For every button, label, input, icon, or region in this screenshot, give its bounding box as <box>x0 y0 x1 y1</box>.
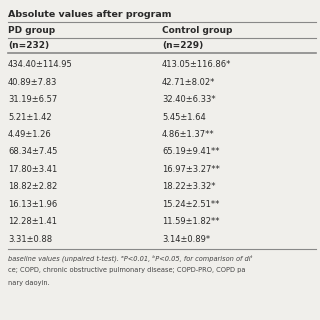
Text: 18.82±2.82: 18.82±2.82 <box>8 182 57 191</box>
Text: 15.24±2.51**: 15.24±2.51** <box>162 200 220 209</box>
Text: 4.49±1.26: 4.49±1.26 <box>8 130 52 139</box>
Text: 4.86±1.37**: 4.86±1.37** <box>162 130 215 139</box>
Text: 65.19±9.41**: 65.19±9.41** <box>162 148 220 156</box>
Text: 5.45±1.64: 5.45±1.64 <box>162 113 206 122</box>
Text: Control group: Control group <box>162 26 232 35</box>
Text: ce; COPD, chronic obstructive pulmonary disease; COPD-PRO, COPD pa: ce; COPD, chronic obstructive pulmonary … <box>8 267 245 273</box>
Text: 434.40±114.95: 434.40±114.95 <box>8 60 73 69</box>
Text: 42.71±8.02*: 42.71±8.02* <box>162 78 215 87</box>
Text: 5.21±1.42: 5.21±1.42 <box>8 113 52 122</box>
Text: 16.13±1.96: 16.13±1.96 <box>8 200 57 209</box>
Text: 3.31±0.88: 3.31±0.88 <box>8 235 52 244</box>
Text: (n=229): (n=229) <box>162 41 203 50</box>
Text: nary daoyin.: nary daoyin. <box>8 280 50 286</box>
Text: 3.14±0.89*: 3.14±0.89* <box>162 235 210 244</box>
Text: 12.28±1.41: 12.28±1.41 <box>8 217 57 226</box>
Text: PD group: PD group <box>8 26 55 35</box>
Text: 11.59±1.82**: 11.59±1.82** <box>162 217 220 226</box>
Text: 31.19±6.57: 31.19±6.57 <box>8 95 57 104</box>
Text: 18.22±3.32*: 18.22±3.32* <box>162 182 215 191</box>
Text: baseline values (unpaired t-test). ᵃP<0.01, ᵇP<0.05, for comparison of diᵗ: baseline values (unpaired t-test). ᵃP<0.… <box>8 254 252 261</box>
Text: Absolute values after program: Absolute values after program <box>8 10 172 19</box>
Text: 17.80±3.41: 17.80±3.41 <box>8 165 57 174</box>
Text: 413.05±116.86*: 413.05±116.86* <box>162 60 231 69</box>
Text: 40.89±7.83: 40.89±7.83 <box>8 78 57 87</box>
Text: 16.97±3.27**: 16.97±3.27** <box>162 165 220 174</box>
Text: (n=232): (n=232) <box>8 41 49 50</box>
Text: 68.34±7.45: 68.34±7.45 <box>8 148 57 156</box>
Text: 32.40±6.33*: 32.40±6.33* <box>162 95 216 104</box>
